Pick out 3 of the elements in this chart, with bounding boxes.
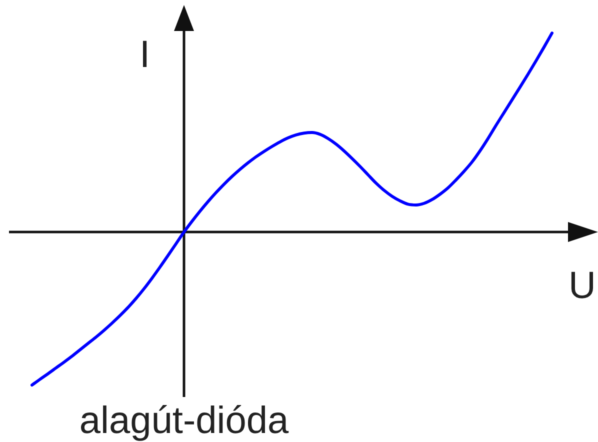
text: alagút-dióda <box>79 400 290 442</box>
x-axis-title: U <box>568 265 596 308</box>
y-axis-title: I <box>139 34 150 76</box>
